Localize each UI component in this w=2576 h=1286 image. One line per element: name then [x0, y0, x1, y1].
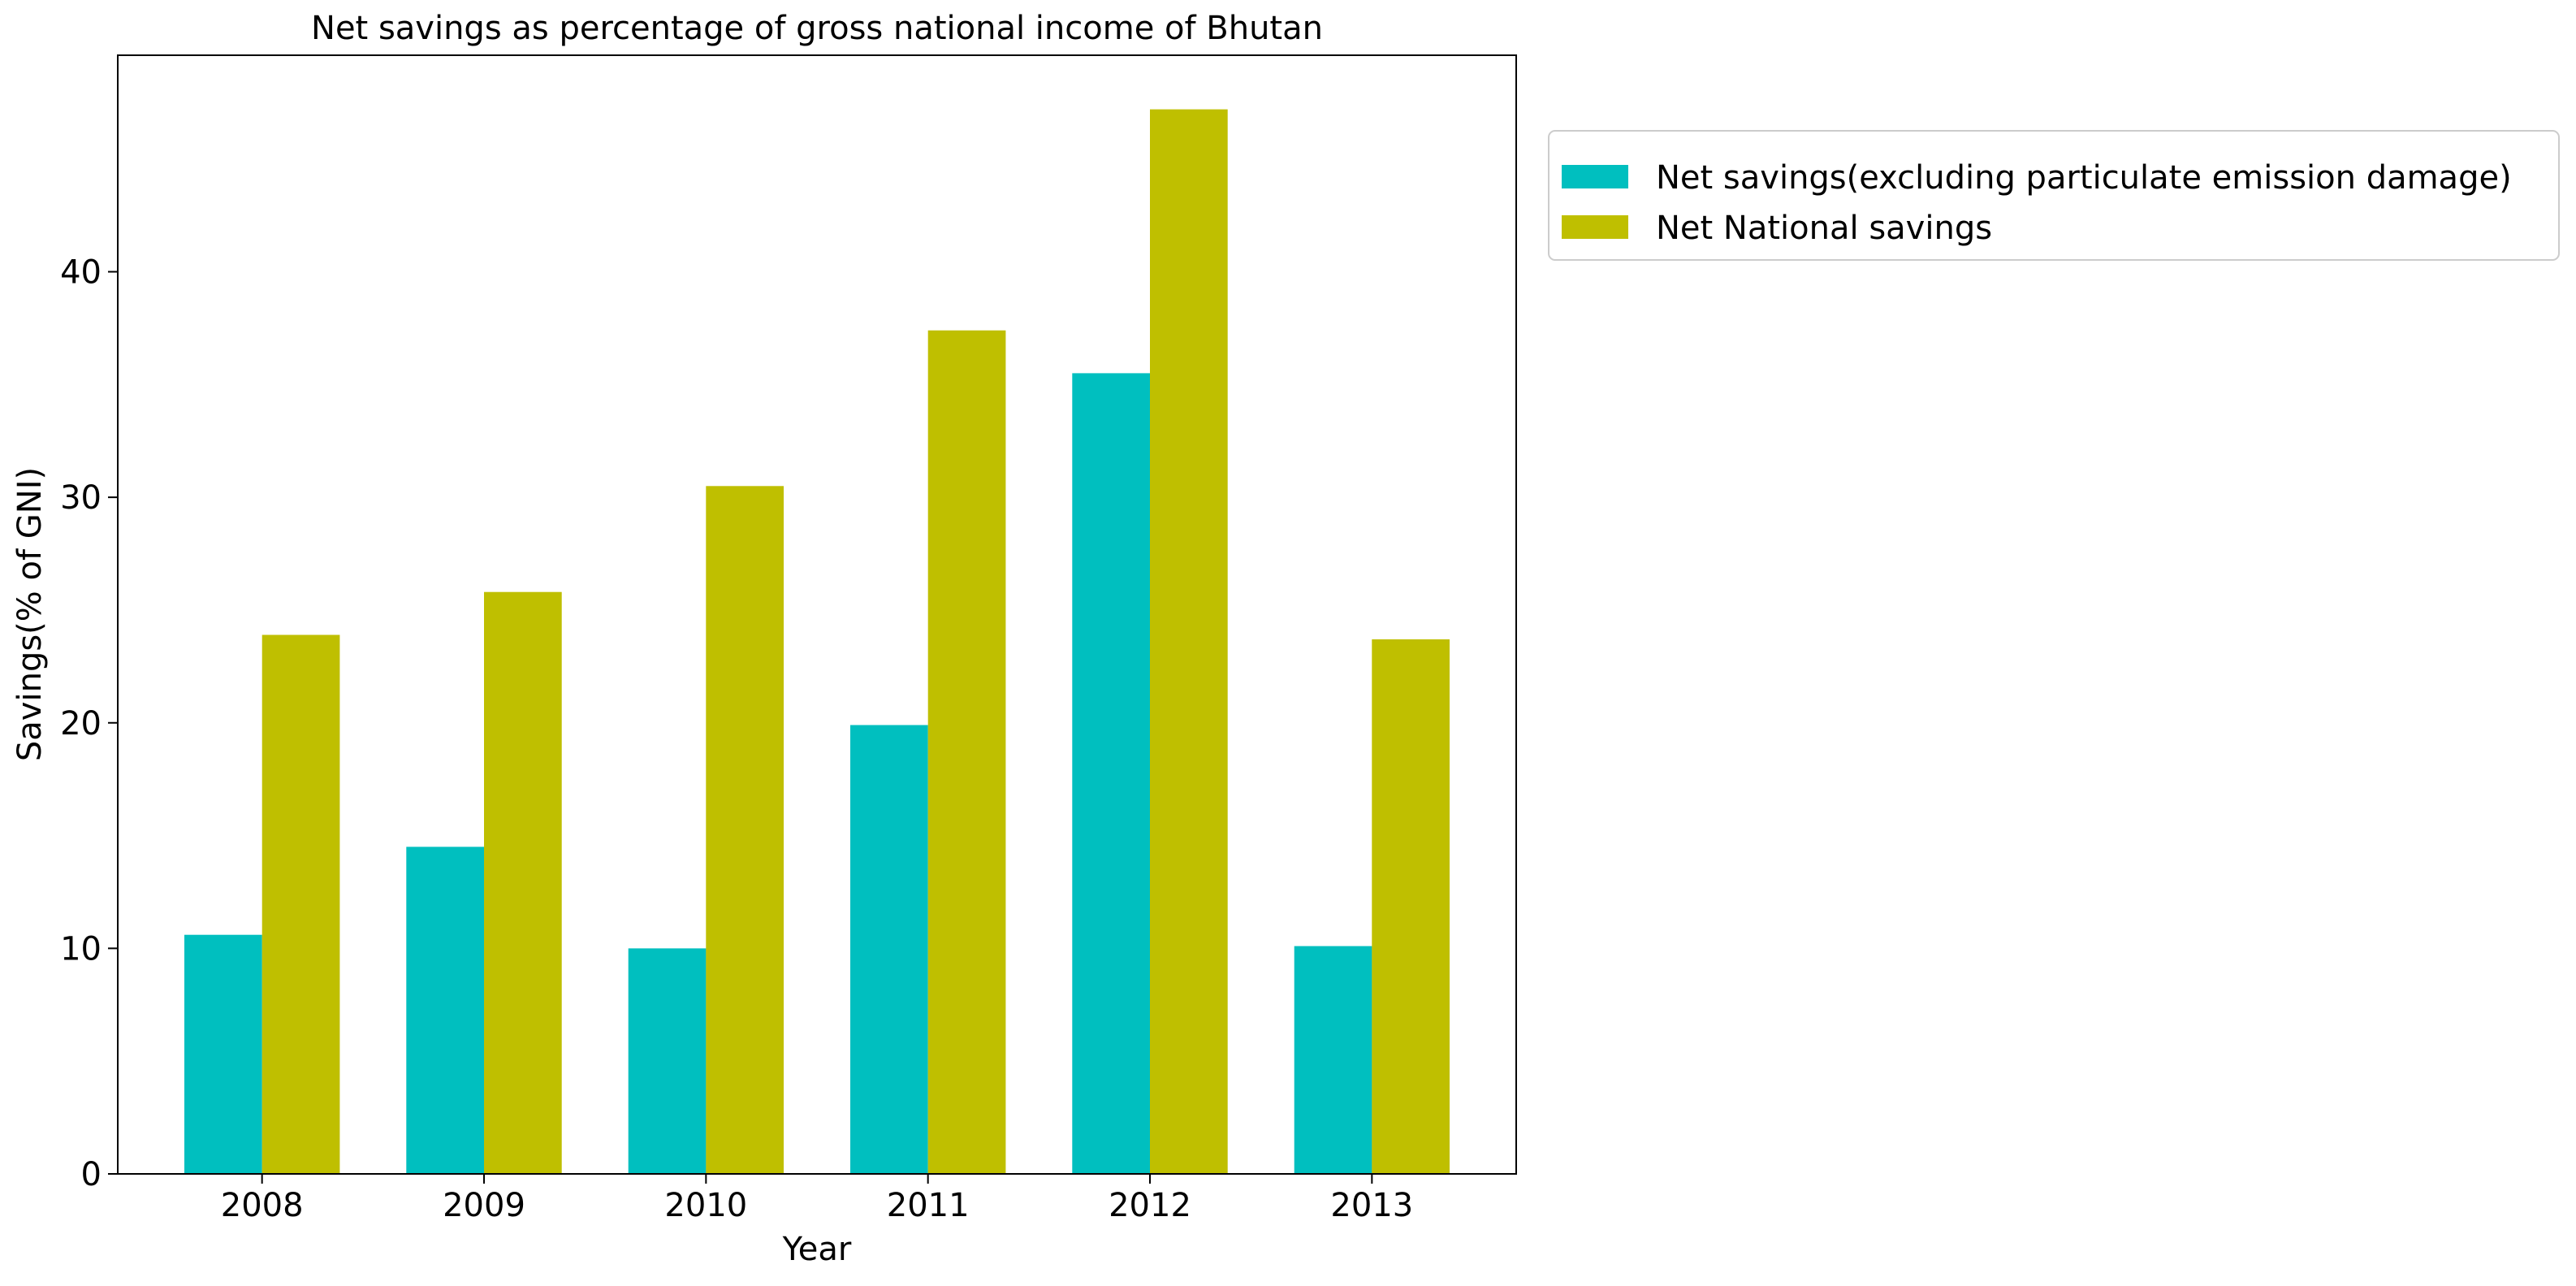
y-tick-label: 0 — [81, 1156, 102, 1193]
y-tick-label: 40 — [60, 254, 102, 292]
bar-series-0-2011 — [850, 725, 928, 1174]
bar-series-0-2012 — [1072, 373, 1150, 1174]
x-axis-label: Year — [782, 1231, 852, 1268]
legend-label-net-national-savings: Net National savings — [1656, 210, 1992, 247]
bar-series-1-2009 — [484, 591, 562, 1174]
legend-frame — [1548, 130, 2560, 261]
legend-swatch-net-savings — [1562, 165, 1628, 188]
x-tick-label-2012: 2012 — [1109, 1187, 1191, 1224]
bar-series-0-2013 — [1294, 946, 1372, 1174]
x-axis: 2008 2009 2010 2011 2012 2013 — [221, 1174, 1413, 1224]
legend: Net savings(excluding particulate emissi… — [1548, 130, 2560, 261]
bar-series-1-2011 — [927, 330, 1006, 1175]
bar-series-1-2010 — [706, 486, 784, 1174]
bar-series-0-2010 — [628, 948, 707, 1174]
chart-title: Net savings as percentage of gross natio… — [311, 10, 1323, 47]
y-tick-label: 10 — [60, 930, 102, 968]
x-tick-label-2008: 2008 — [221, 1187, 304, 1224]
x-tick-label-2013: 2013 — [1330, 1187, 1413, 1224]
x-tick-label-2009: 2009 — [443, 1187, 525, 1224]
bars-group — [184, 109, 1450, 1175]
x-tick-label-2011: 2011 — [887, 1187, 970, 1224]
y-tick-label: 20 — [60, 705, 102, 743]
y-tick-label: 30 — [60, 479, 102, 517]
legend-swatch-net-national-savings — [1562, 215, 1628, 239]
bar-series-0-2008 — [184, 934, 262, 1174]
x-tick-label-2010: 2010 — [664, 1187, 747, 1224]
bar-series-0-2009 — [406, 847, 484, 1174]
bar-series-1-2012 — [1150, 109, 1228, 1175]
bar-series-1-2008 — [261, 634, 340, 1174]
bar-series-1-2013 — [1372, 639, 1450, 1174]
legend-label-net-savings: Net savings(excluding particulate emissi… — [1656, 159, 2512, 197]
y-axis-label: Savings(% of GNI) — [11, 467, 49, 761]
y-axis: 0 10 20 30 40 — [60, 254, 118, 1193]
plot-area-frame — [117, 54, 1517, 1175]
